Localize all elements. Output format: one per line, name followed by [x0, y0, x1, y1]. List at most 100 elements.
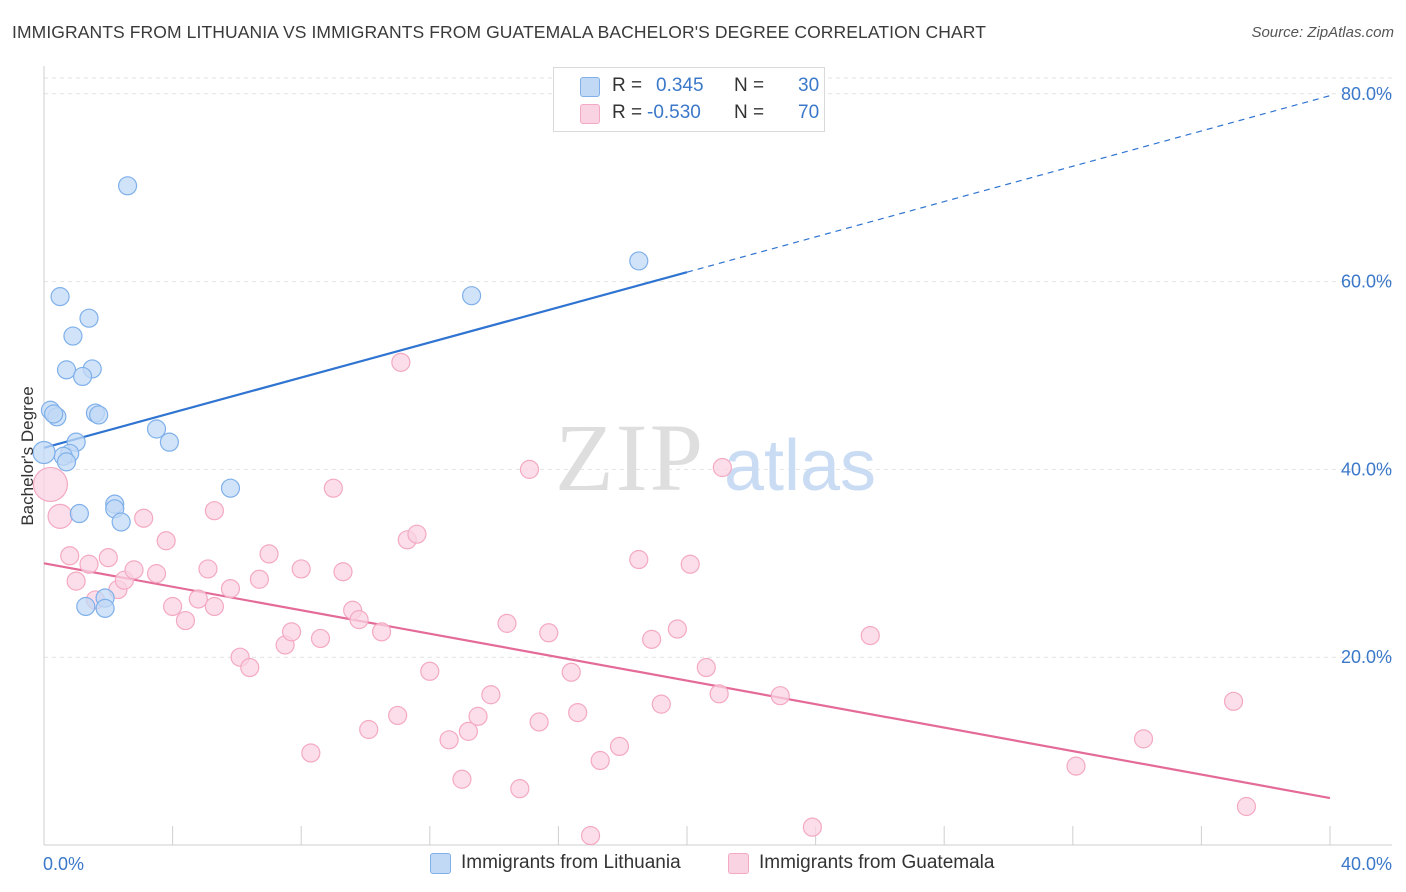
data-point-guatemala	[580, 826, 601, 846]
data-point-guatemala	[310, 628, 331, 649]
trend-lines	[43, 95, 1331, 800]
lithuania-swatch	[580, 77, 600, 97]
trend-line-extension	[686, 95, 1331, 273]
r-value: -0.530	[647, 102, 701, 123]
data-point-lithuania	[95, 598, 115, 618]
data-point-guatemala	[407, 524, 427, 544]
data-point-guatemala	[188, 589, 208, 609]
data-point-lithuania	[146, 419, 167, 439]
data-point-guatemala	[371, 622, 392, 642]
watermark-zip: ZIP	[555, 404, 705, 511]
y-tick-label: 20.0%	[1341, 647, 1392, 667]
data-point-guatemala	[259, 544, 279, 564]
data-point-guatemala	[323, 478, 343, 498]
data-point-lithuania	[159, 432, 179, 452]
data-point-guatemala	[391, 352, 411, 372]
data-point-guatemala	[629, 549, 649, 570]
data-point-lithuania	[629, 251, 649, 271]
data-point-guatemala	[680, 554, 700, 574]
data-point-lithuania	[50, 287, 70, 307]
n-value: 70	[798, 102, 820, 123]
y-tick-label: 80.0%	[1341, 84, 1392, 104]
data-point-guatemala	[696, 657, 716, 678]
data-point-guatemala	[349, 610, 369, 630]
data-point-guatemala	[98, 548, 118, 568]
data-point-guatemala	[198, 559, 218, 579]
data-point-guatemala	[134, 508, 154, 528]
y-axis-label: Bachelor's Degree	[18, 386, 37, 525]
x-tick-label: 40.0%	[1341, 854, 1392, 874]
data-point-guatemala	[79, 554, 99, 574]
data-point-guatemala	[240, 657, 260, 678]
data-point-guatemala	[712, 457, 732, 478]
data-point-guatemala	[468, 706, 488, 726]
r-value: 0.345	[656, 75, 704, 96]
n-label: N =	[734, 75, 765, 96]
data-point-guatemala	[32, 466, 69, 503]
y-tick-label: 60.0%	[1341, 272, 1392, 292]
source-label: Source: ZipAtlas.com	[1251, 24, 1394, 41]
data-point-guatemala	[481, 685, 501, 705]
data-point-lithuania	[56, 452, 77, 472]
data-point-guatemala	[175, 610, 196, 631]
data-point-guatemala	[510, 779, 530, 799]
n-value: 30	[798, 75, 820, 96]
data-point-lithuania	[111, 512, 131, 532]
data-point-guatemala	[529, 712, 549, 732]
data-point-guatemala	[124, 560, 144, 580]
data-points	[32, 176, 1257, 846]
guatemala-swatch	[580, 104, 600, 124]
gridlines	[44, 77, 1392, 658]
data-point-guatemala	[667, 619, 687, 639]
data-point-guatemala	[770, 686, 790, 706]
data-point-lithuania	[44, 404, 64, 424]
data-point-guatemala	[281, 622, 302, 642]
chart-title: IMMIGRANTS FROM LITHUANIA VS IMMIGRANTS …	[12, 22, 986, 42]
data-point-lithuania	[69, 503, 89, 524]
data-point-lithuania	[79, 308, 99, 328]
data-point-guatemala	[146, 564, 167, 584]
guatemala-swatch	[728, 853, 749, 874]
data-point-guatemala	[291, 559, 311, 579]
data-point-guatemala	[163, 596, 183, 617]
axes	[43, 66, 1392, 846]
data-point-guatemala	[642, 629, 662, 649]
r-label: R =	[612, 102, 643, 123]
data-point-guatemala	[220, 579, 241, 599]
data-point-guatemala	[590, 750, 610, 771]
correlation-legend: R = 0.345 N = 30 R = -0.530 N = 70	[553, 67, 825, 132]
n-label: N =	[734, 102, 765, 123]
data-point-guatemala	[561, 662, 581, 682]
x-tick-label: 0.0%	[43, 854, 84, 874]
data-point-guatemala	[452, 769, 472, 789]
data-point-guatemala	[47, 503, 73, 529]
data-point-guatemala	[204, 596, 224, 617]
tick-labels: 20.0% 40.0% 60.0% 80.0% 0.0% 40.0%	[43, 84, 1392, 874]
data-point-guatemala	[519, 459, 540, 479]
data-point-guatemala	[802, 817, 822, 837]
data-point-guatemala	[333, 562, 353, 582]
data-point-guatemala	[651, 694, 671, 714]
data-point-guatemala	[568, 702, 588, 723]
data-point-guatemala	[420, 661, 440, 681]
data-point-guatemala	[388, 705, 408, 726]
data-point-lithuania	[63, 326, 83, 346]
legend-label: Immigrants from Guatemala	[759, 852, 995, 873]
data-point-guatemala	[1133, 729, 1154, 749]
data-point-guatemala	[539, 623, 559, 643]
data-point-guatemala	[860, 625, 880, 646]
data-point-lithuania	[76, 596, 96, 617]
y-tick-label: 40.0%	[1341, 459, 1392, 479]
data-point-lithuania	[117, 176, 138, 196]
data-point-lithuania	[461, 286, 482, 306]
data-point-guatemala	[249, 569, 270, 589]
data-point-guatemala	[1066, 756, 1086, 776]
data-point-guatemala	[301, 743, 321, 763]
trend-line-guatemala	[43, 562, 1331, 800]
data-point-lithuania	[32, 440, 56, 465]
data-point-guatemala	[1236, 796, 1257, 817]
data-point-guatemala	[497, 613, 517, 633]
data-point-guatemala	[609, 736, 630, 757]
data-point-guatemala	[1223, 691, 1244, 711]
